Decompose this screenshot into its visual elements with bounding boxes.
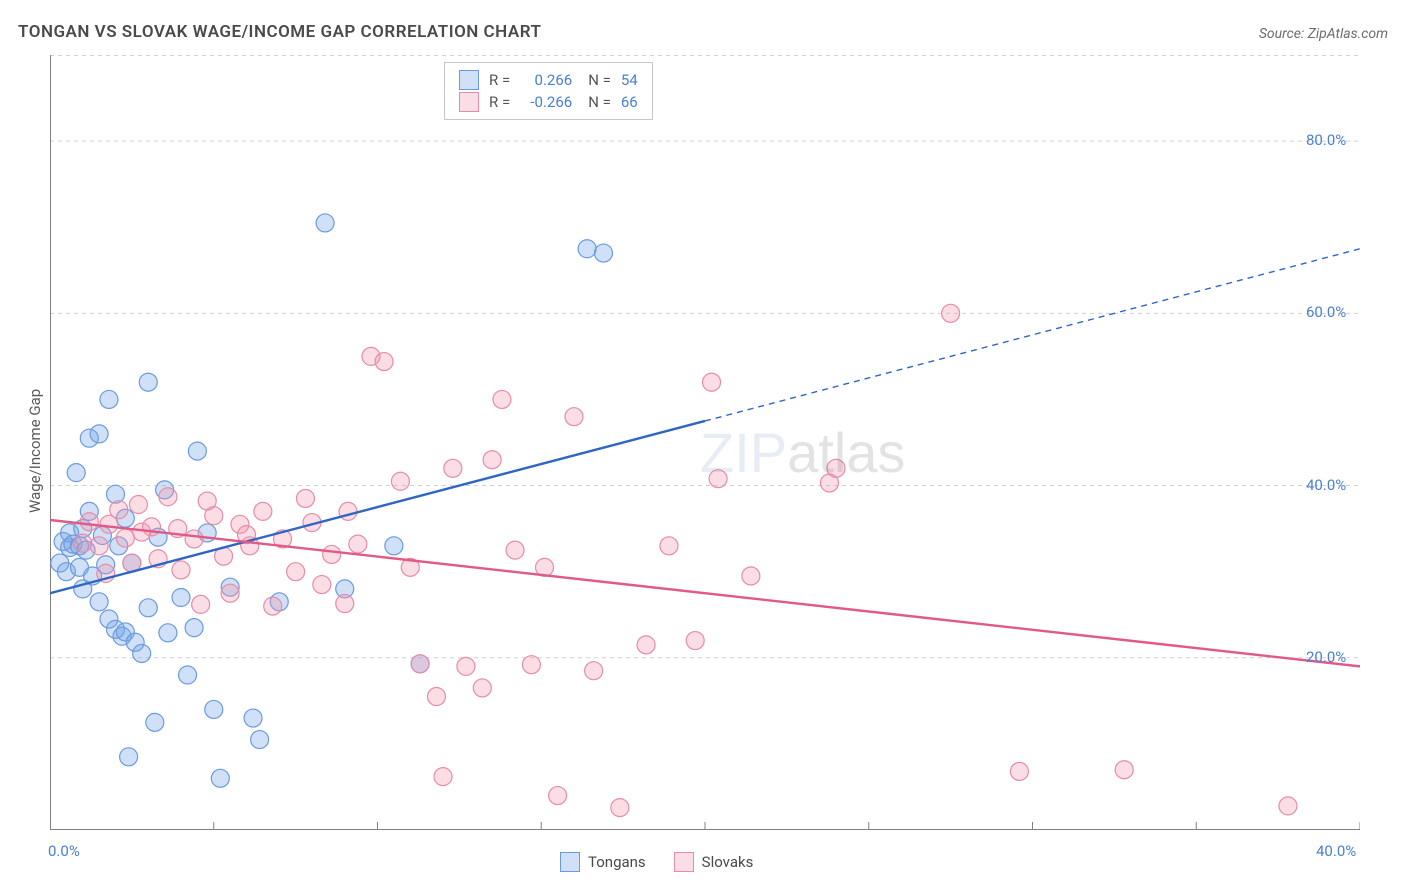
n-label: N = (588, 69, 611, 91)
legend-swatch (459, 92, 479, 112)
chart-title: TONGAN VS SLOVAK WAGE/INCOME GAP CORRELA… (18, 22, 541, 42)
x-tick-label: 0.0% (48, 842, 80, 860)
r-value: 0.266 (520, 69, 572, 91)
legend-item: Tongans (560, 852, 646, 872)
legend-series: Tongans Slovaks (560, 852, 753, 872)
y-tick-label: 60.0% (1306, 303, 1346, 321)
legend-row: R = -0.266 N = 66 (459, 91, 638, 113)
r-label: R = (489, 91, 510, 113)
legend-row: R = 0.266 N = 54 (459, 69, 638, 91)
n-value: 54 (621, 69, 638, 91)
legend-swatch (459, 70, 479, 90)
y-tick-label: 80.0% (1306, 131, 1346, 149)
y-tick-label: 20.0% (1306, 648, 1346, 666)
n-value: 66 (621, 91, 638, 113)
legend-correlation: R = 0.266 N = 54 R = -0.266 N = 66 (444, 62, 653, 120)
legend-swatch (674, 852, 694, 872)
y-axis-label: Wage/Income Gap (26, 388, 44, 512)
legend-item: Slovaks (674, 852, 754, 872)
legend-label: Tongans (588, 853, 646, 871)
header: TONGAN VS SLOVAK WAGE/INCOME GAP CORRELA… (18, 22, 1388, 42)
n-label: N = (588, 91, 611, 113)
legend-swatch (560, 852, 580, 872)
source-label: Source: ZipAtlas.com (1259, 26, 1388, 42)
scatter-plot (50, 55, 1360, 830)
r-value: -0.266 (520, 91, 572, 113)
y-tick-label: 40.0% (1306, 476, 1346, 494)
legend-label: Slovaks (702, 853, 754, 871)
r-label: R = (489, 69, 510, 91)
x-tick-label: 40.0% (1316, 842, 1356, 860)
